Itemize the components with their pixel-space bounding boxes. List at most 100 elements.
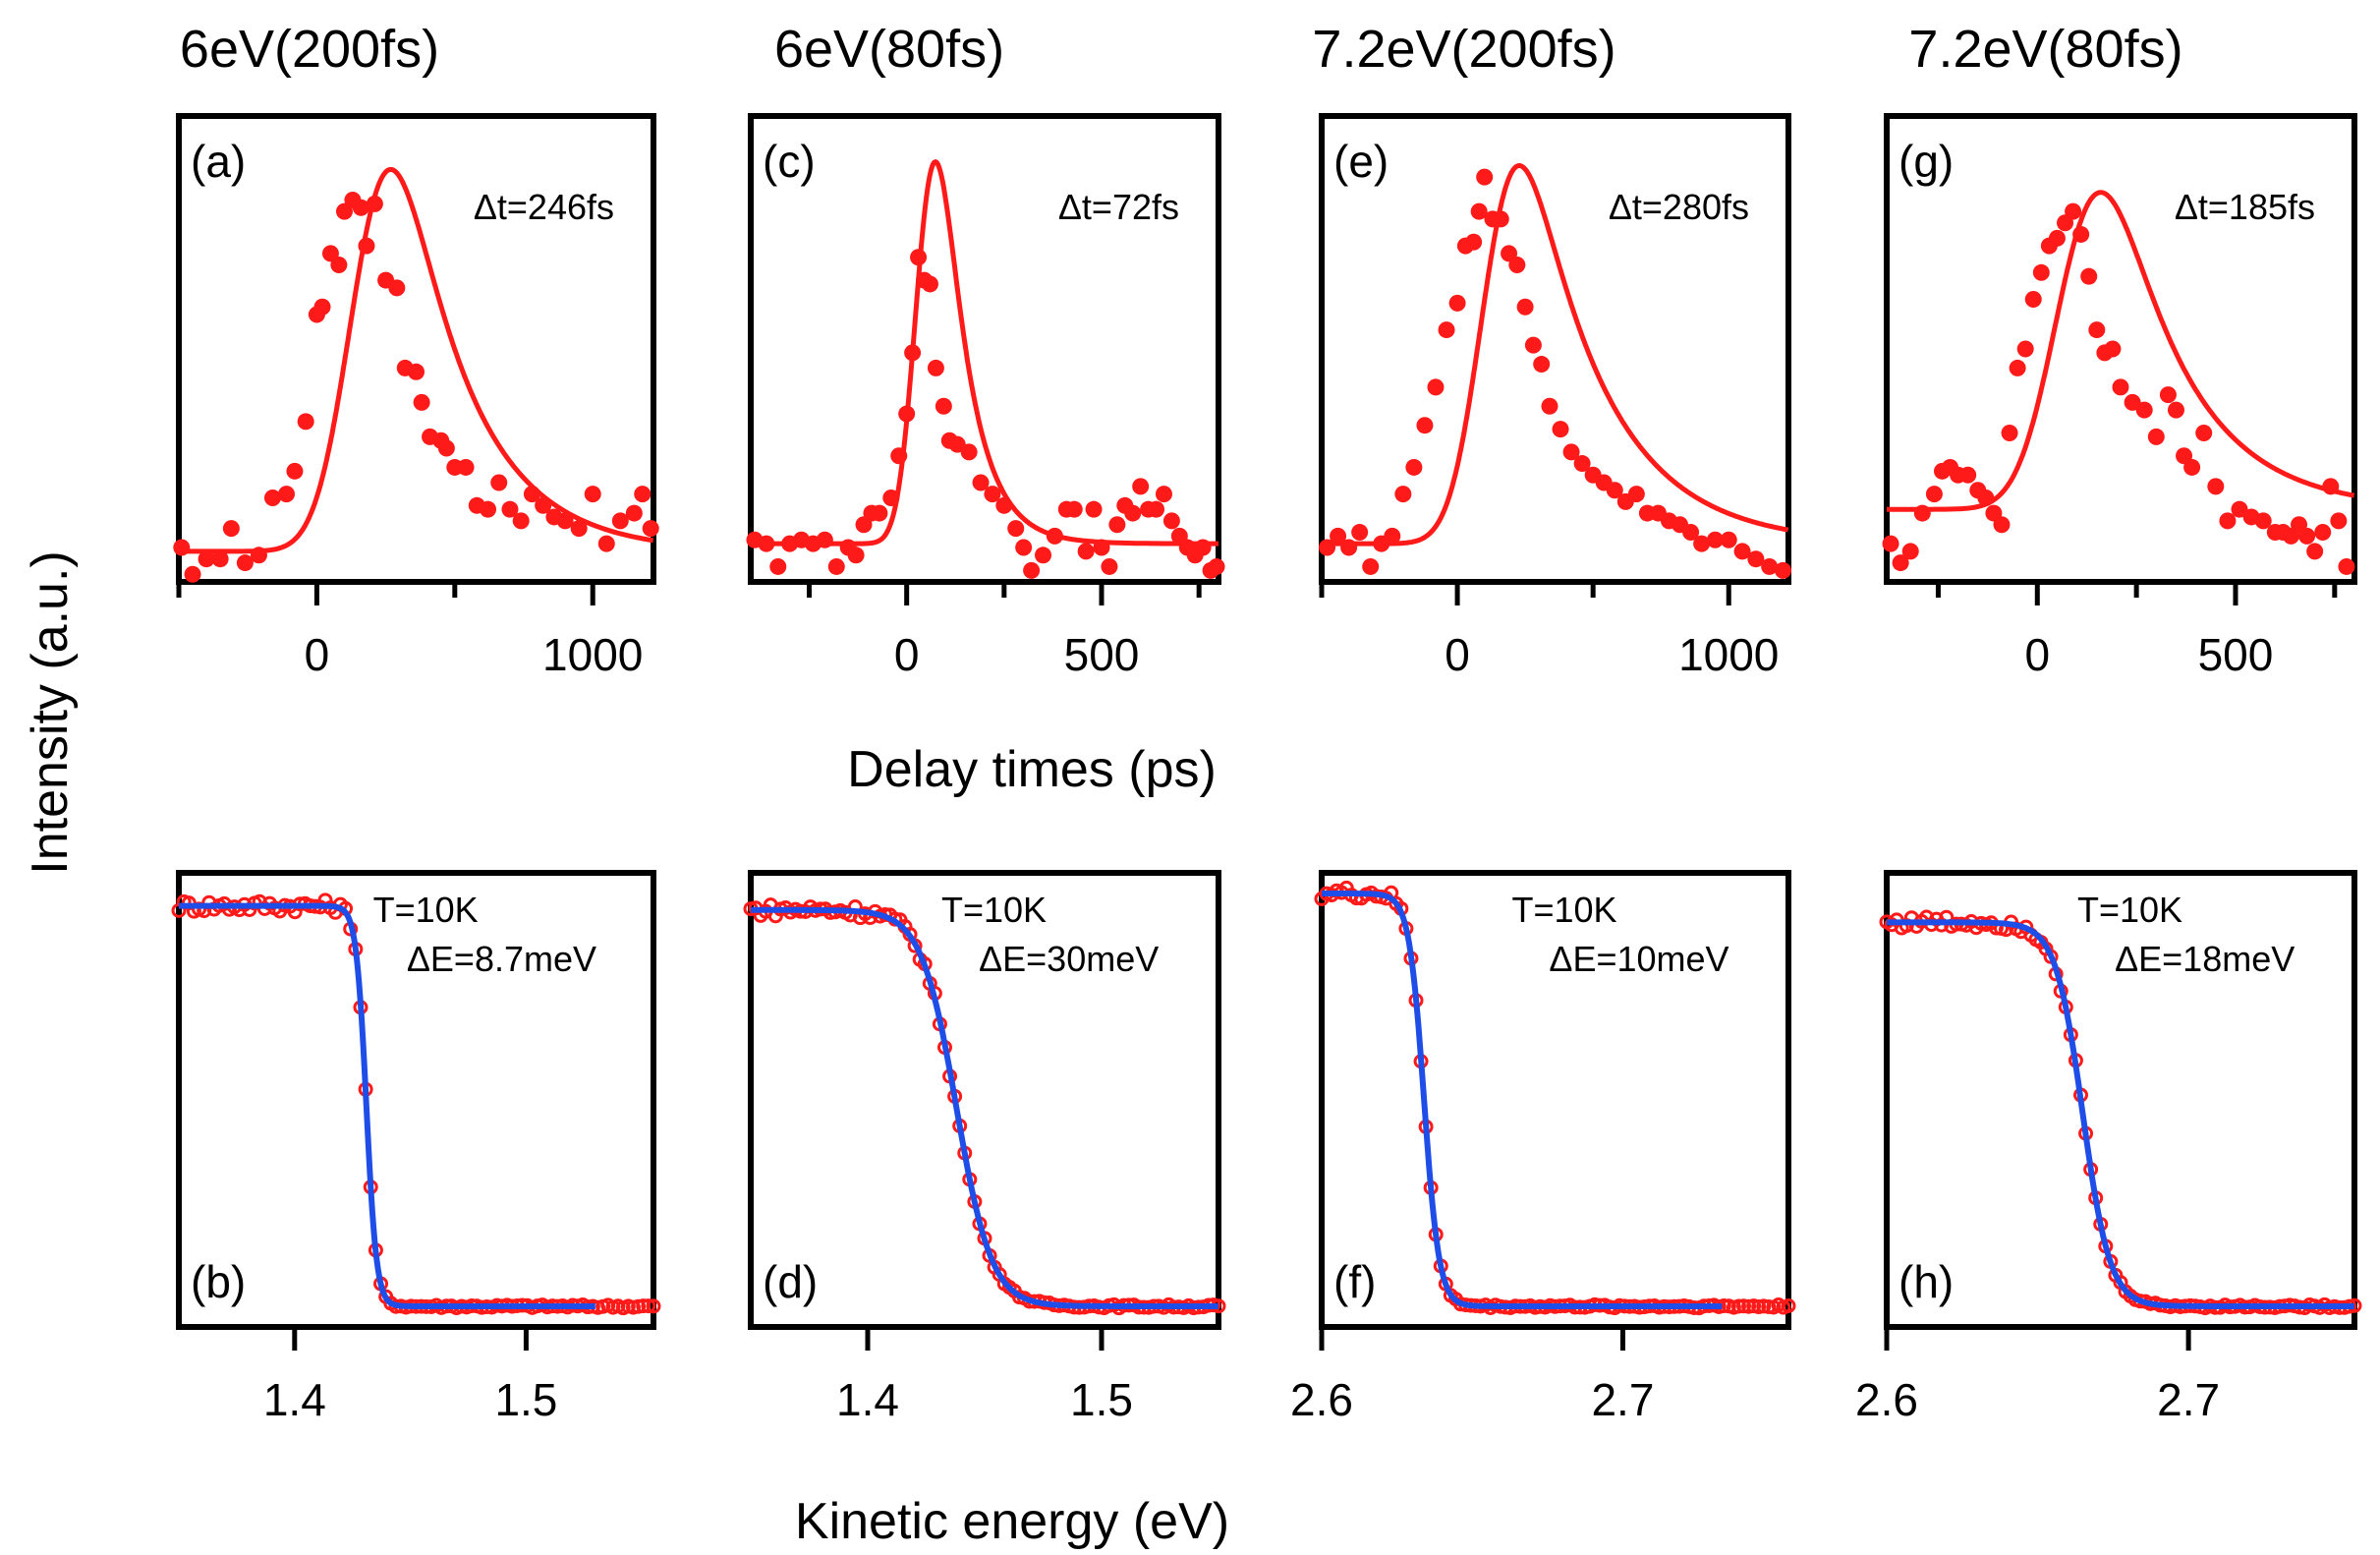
panel-f-xtick-label: 2.7 (1591, 1374, 1654, 1425)
y-axis-title: Intensity (a.u.) (22, 550, 79, 874)
panel-a-data-point (236, 554, 254, 572)
panel-c-data-point (1108, 516, 1126, 534)
panel-e-data-point (1562, 443, 1580, 461)
column-title-4: 7.2eV(80fs) (1908, 20, 2182, 79)
panel-e-data-point (1362, 557, 1380, 575)
panel-e-data-point (1416, 417, 1434, 434)
panel-e-xtick-label: 0 (1445, 629, 1470, 680)
panel-b-data-point (646, 1298, 661, 1314)
panel-e-data-point (1720, 531, 1737, 548)
panel-d-xtick-label: 1.4 (836, 1374, 899, 1425)
panel-c-fit-curve (751, 158, 1218, 547)
panel-e-data-point (1552, 421, 1569, 438)
panel-h-fit-curve (1887, 919, 2354, 1309)
panel-g-xtick-label: 500 (2198, 629, 2274, 680)
panel-g-data-point (2024, 290, 2042, 308)
panel-a-data-point (297, 413, 314, 431)
panel-h-temperature: T=10K (2077, 890, 2182, 930)
panel-b-xtick-label: 1.5 (494, 1374, 557, 1425)
panel-d: 1.4 1.5 (d) T=10K ΔE=30meV (743, 870, 1226, 1425)
panel-g-data-point (2219, 512, 2237, 530)
panel-g-data-point (2183, 458, 2201, 476)
panel-g-data-point (2088, 321, 2106, 339)
panel-a-data-point (625, 504, 643, 522)
panel-e-data-point (1394, 486, 1412, 503)
panel-e-data-point (1470, 202, 1488, 220)
panel-e-data-point (1384, 527, 1401, 545)
column-title-2: 6eV(80fs) (774, 20, 1004, 79)
panel-a-data-point (184, 565, 201, 583)
panel-c-data-point (1035, 547, 1051, 564)
panel-e-data-point (1627, 486, 1645, 503)
panel-c-data-point (1085, 500, 1103, 518)
panel-c-data-point (1162, 512, 1180, 530)
panel-b-xtick-label: 1.4 (263, 1374, 326, 1425)
panel-g-pulse-width: Δt=185fs (2175, 187, 2315, 227)
panel-a-data-point (198, 550, 215, 568)
panel-c-label: (c) (763, 136, 816, 187)
panel-a-data-point (408, 363, 425, 380)
panel-f-frame (1319, 870, 1791, 1330)
panel-g-data-point (1959, 466, 1977, 484)
panel-f: 2.6 2.7 (f) T=10K ΔE=10meV (1290, 870, 1796, 1425)
panel-a-data-point (480, 500, 497, 518)
panel-c-data-point (847, 547, 865, 564)
panel-e-data-point (1682, 523, 1700, 541)
panel-e-data-point (1405, 458, 1423, 476)
panel-g-data-point (2104, 340, 2122, 358)
panel-a-data-point (278, 486, 296, 503)
panel-a-data-point (321, 245, 339, 262)
panel-c-data-point (1065, 500, 1083, 518)
panel-g-frame (1884, 113, 2357, 585)
panel-h-frame (1884, 870, 2357, 1330)
panel-e-pulse-width: Δt=280fs (1609, 187, 1749, 227)
panel-a-data-point (413, 393, 430, 411)
panel-h: 2.6 2.7 (h) T=10K ΔE=18meV (1855, 870, 2362, 1425)
panel-e-data-point (1774, 561, 1791, 579)
panel-g-data-point (2009, 359, 2026, 376)
panel-b-fit-curve (179, 902, 595, 1309)
panel-a-points (173, 191, 659, 583)
panel-a-data-point (211, 550, 229, 568)
column-title-3: 7.2eV(200fs) (1312, 20, 1615, 79)
panel-g-xtick-label: 0 (2024, 629, 2050, 680)
panel-e-frame (1319, 113, 1791, 585)
panel-g-data-point (2135, 401, 2153, 419)
panel-b: 1.4 1.5 (b) T=10K ΔE=8.7meV (171, 870, 661, 1425)
panel-e-data-point (1606, 482, 1623, 499)
panel-b-temperature: T=10K (373, 890, 479, 930)
panel-c-data-point (984, 486, 1001, 503)
panel-g-data-point (2167, 401, 2184, 419)
panel-c-data-point (1208, 557, 1225, 575)
panel-e-data-point (1427, 378, 1445, 396)
panel-a: 0 1000 (a) Δt=246fs (173, 113, 659, 680)
panel-c-data-point (1132, 478, 1150, 495)
panel-g-data-point (2065, 202, 2082, 220)
panel-c-data-point (827, 557, 845, 575)
panel-b-data-point (641, 1298, 656, 1314)
panel-d-resolution: ΔE=30meV (979, 939, 1159, 979)
panel-a-pulse-width: Δt=246fs (474, 187, 614, 227)
top-x-axis-title: Delay times (ps) (847, 741, 1217, 798)
panel-e-data-point (1747, 550, 1765, 568)
panel-e-label: (e) (1333, 136, 1388, 187)
column-title-1: 6eV(200fs) (180, 20, 439, 79)
panel-g-data-point (1901, 543, 1919, 560)
panel-c-data-point (927, 359, 944, 376)
panel-g-data-point (2048, 229, 2066, 247)
panel-c-data-point (871, 504, 888, 522)
panel-b-frame (176, 870, 656, 1330)
panel-c-data-point (935, 397, 952, 415)
panel-h-xtick-label: 2.6 (1855, 1374, 1918, 1425)
panel-c-data-point (1023, 561, 1041, 579)
panel-a-data-point (642, 520, 659, 538)
panel-c-frame (748, 113, 1221, 585)
panel-g-data-point (2207, 478, 2225, 495)
panel-b-resolution: ΔE=8.7meV (407, 939, 596, 979)
panel-c-data-point (1077, 543, 1095, 560)
panel-f-xtick-label: 2.6 (1290, 1374, 1353, 1425)
panel-b-label: (b) (191, 1256, 246, 1307)
panel-a-data-point (330, 257, 348, 274)
panel-e-data-point (1573, 455, 1591, 473)
